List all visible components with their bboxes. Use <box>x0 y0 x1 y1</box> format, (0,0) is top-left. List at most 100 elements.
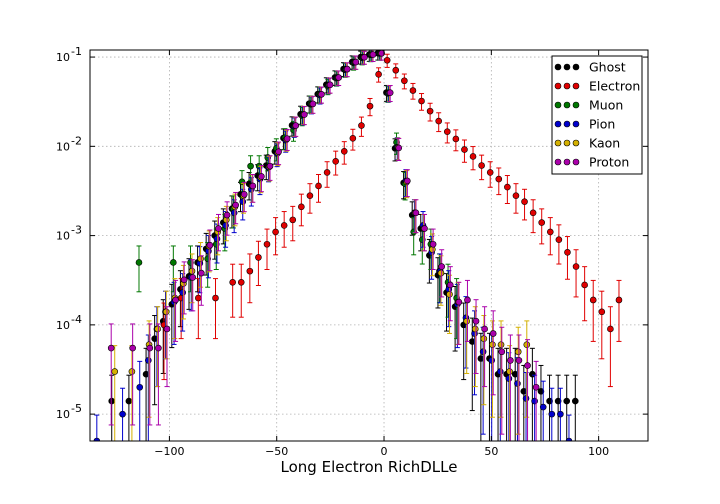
data-point <box>232 201 239 209</box>
y-tick-label: 10 <box>56 140 70 153</box>
legend-entry-muon: Muon <box>554 98 623 113</box>
data-point <box>239 198 247 205</box>
data-point <box>546 397 553 405</box>
data-point <box>298 203 305 211</box>
plot-frame <box>89 49 649 442</box>
data-point <box>258 173 265 180</box>
data-point <box>418 97 425 105</box>
legend-label: Proton <box>589 155 629 170</box>
data-point <box>323 169 331 176</box>
data-point <box>395 144 403 152</box>
data-point <box>521 198 528 205</box>
data-point <box>335 74 342 81</box>
data-point <box>246 267 254 275</box>
y-tick-labels: 10-510-410-310-210-1 <box>56 45 82 421</box>
data-point <box>119 410 126 418</box>
legend-marker <box>554 82 562 90</box>
data-point <box>598 308 606 316</box>
data-point <box>301 111 308 118</box>
data-point <box>571 397 579 405</box>
data-point <box>240 191 248 198</box>
data-point <box>215 225 222 232</box>
y-tick-exponent: -2 <box>71 134 82 147</box>
data-point <box>223 211 231 219</box>
data-point <box>555 236 563 243</box>
data-point <box>206 241 214 249</box>
data-point <box>315 182 322 190</box>
legend-marker <box>572 139 580 147</box>
legend-label: Electron <box>589 79 640 94</box>
data-point <box>589 296 597 304</box>
legend-marker <box>563 101 571 109</box>
data-point <box>93 437 101 441</box>
data-point <box>249 182 257 190</box>
data-point <box>136 383 144 391</box>
data-point <box>155 344 162 352</box>
data-point <box>452 135 460 143</box>
data-point <box>188 267 196 275</box>
data-point <box>266 162 274 170</box>
data-point <box>537 388 545 395</box>
data-point <box>581 281 588 289</box>
legend-entry-electron: Electron <box>554 79 640 94</box>
data-point <box>515 357 523 364</box>
data-point <box>111 368 119 375</box>
data-point <box>309 100 317 108</box>
data-point <box>125 397 133 405</box>
x-tick-labels: −100 −50 0 50 100 <box>154 445 609 458</box>
legend-marker <box>572 158 580 166</box>
data-point <box>512 192 520 199</box>
data-point <box>107 344 115 352</box>
legend-box <box>551 55 643 175</box>
data-point <box>496 368 504 375</box>
legend-marker <box>572 101 580 109</box>
legend-marker <box>572 120 580 128</box>
data-point <box>247 162 254 170</box>
data-point <box>129 344 136 352</box>
legend-marker <box>563 82 571 90</box>
data-point <box>446 290 453 298</box>
data-point <box>524 362 531 369</box>
data-point <box>469 153 477 160</box>
data-point <box>443 128 451 135</box>
legend-label: Ghost <box>589 60 626 75</box>
data-point <box>197 255 204 263</box>
data-point <box>280 222 288 229</box>
data-point <box>272 228 279 236</box>
data-point <box>546 228 554 236</box>
data-point <box>480 335 488 342</box>
data-point <box>438 263 446 270</box>
y-tick-exponent: -1 <box>71 45 82 58</box>
data-point <box>486 169 494 176</box>
legend-entry-kaon: Kaon <box>554 136 620 151</box>
y-tick-label: 10 <box>56 230 70 243</box>
data-point <box>135 259 143 266</box>
x-axis-title: Long Electron RichDLLe <box>281 458 458 476</box>
data-point <box>615 296 623 304</box>
data-point <box>538 219 546 226</box>
data-point <box>464 296 471 304</box>
data-point <box>437 269 445 277</box>
data-point <box>318 90 325 98</box>
data-point <box>326 81 334 89</box>
legend-marker <box>563 63 571 71</box>
data-point <box>343 65 351 73</box>
data-point <box>412 209 420 217</box>
data-point <box>495 175 503 183</box>
legend-marker <box>554 101 562 109</box>
legend-marker <box>563 139 571 147</box>
data-point <box>472 317 480 325</box>
data-point <box>361 53 368 61</box>
data-point <box>463 317 471 325</box>
data-point <box>229 278 236 286</box>
series-electron <box>160 53 623 388</box>
legend: Ghost Electron Muon Pion Kaon Proton <box>551 55 643 175</box>
data-point <box>237 278 245 286</box>
data-point <box>506 368 513 375</box>
x-tick-label: 50 <box>484 445 498 458</box>
data-point <box>306 192 314 199</box>
data-layer <box>93 50 623 441</box>
data-point <box>409 87 417 94</box>
